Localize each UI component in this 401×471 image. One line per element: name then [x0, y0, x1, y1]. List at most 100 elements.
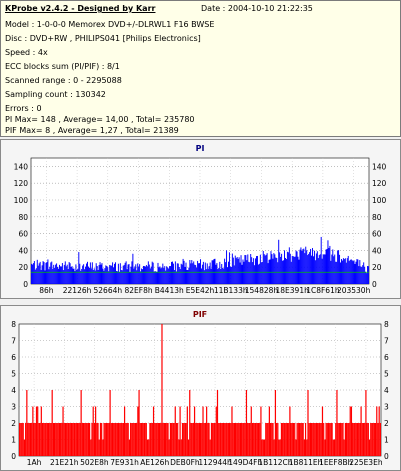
pi-bar	[47, 259, 49, 284]
pif-bar	[73, 423, 75, 456]
pi-bar	[243, 261, 245, 284]
pi-bar	[255, 258, 257, 284]
pif-bar	[320, 423, 322, 456]
pi-bar	[312, 256, 314, 284]
pif-bar	[102, 439, 104, 456]
pi-bar	[84, 269, 86, 284]
pi-bar	[266, 253, 268, 284]
pif-bar	[276, 423, 278, 456]
pif-bar	[66, 423, 68, 456]
pif-bar	[325, 423, 327, 456]
pi-bar	[298, 259, 300, 284]
pif-bar	[249, 423, 251, 456]
pif-bar	[356, 423, 359, 456]
pi-bar	[201, 264, 203, 284]
pi-bar	[82, 265, 84, 284]
pi-bar	[35, 268, 37, 284]
pi-bar	[322, 254, 324, 284]
pif-bar	[160, 423, 162, 456]
pif-bar	[236, 423, 238, 456]
pif-bar	[248, 423, 250, 456]
pi-bar	[358, 266, 360, 284]
pif-bar	[257, 423, 260, 456]
pif-bar	[273, 439, 275, 456]
pif-x-tick-label: 1Ah	[27, 458, 42, 467]
pif-bar	[191, 423, 193, 456]
pif-bar	[266, 423, 268, 456]
pif-bar	[365, 390, 367, 456]
pif-bar	[333, 439, 336, 456]
pi-bar	[126, 269, 128, 284]
pi-bar	[360, 266, 362, 284]
pif-bar	[284, 423, 286, 456]
info-pif-stats: PIF Max= 8 , Average= 1,27 , Total= 2138…	[5, 126, 179, 135]
pi-bar	[54, 267, 56, 284]
pi-bar	[308, 253, 310, 284]
pi-bar	[107, 267, 109, 284]
pif-bar	[96, 423, 98, 456]
pi-bar	[97, 269, 99, 284]
pif-bar	[352, 423, 354, 456]
pif-x-tick-label: 149D4Fh	[228, 458, 262, 467]
pi-y-tick-label-left: 0	[23, 280, 28, 289]
pif-y-tick-label-right: 5	[384, 370, 389, 379]
info-model: Model : 1-0-0-0 Memorex DVD+/-DLRWL1 F16…	[5, 20, 215, 29]
pi-bar	[265, 254, 267, 284]
pif-bar	[374, 423, 377, 456]
pi-bar	[194, 264, 196, 284]
pi-bar	[52, 268, 54, 284]
pi-bar	[139, 264, 141, 284]
pif-bar	[175, 423, 178, 456]
pif-bar	[56, 423, 58, 456]
pi-bar	[192, 263, 194, 284]
pi-bar	[159, 266, 161, 284]
pi-y-tick-label-right: 120	[372, 179, 387, 188]
pif-bar	[323, 423, 325, 456]
pif-bar	[41, 423, 44, 456]
pi-chart-title: PI	[196, 144, 205, 153]
pi-bar	[204, 262, 206, 284]
pif-bar	[298, 423, 301, 456]
pif-bar	[376, 406, 378, 456]
pi-bar	[253, 258, 255, 284]
pi-bar	[256, 256, 257, 284]
pif-bar	[87, 423, 89, 456]
pif-bar	[101, 423, 103, 456]
pif-bar	[158, 423, 161, 456]
pi-bar	[153, 271, 155, 284]
pif-bar	[183, 423, 185, 456]
pif-bar	[232, 423, 234, 456]
pi-bar	[103, 270, 105, 284]
pi-bar	[40, 269, 42, 284]
pif-bar	[19, 423, 21, 456]
pi-bar	[202, 261, 204, 284]
pi-bar	[261, 261, 263, 284]
pif-bar	[34, 423, 36, 456]
pi-bar	[131, 261, 133, 284]
pif-bar	[45, 423, 47, 456]
pi-bar	[181, 264, 183, 284]
pi-bar	[198, 263, 200, 284]
pi-bar	[206, 263, 208, 284]
pif-bar	[353, 423, 355, 456]
info-pi-stats: PI Max= 148 , Average= 14,00 , Total= 23…	[5, 115, 195, 124]
pif-x-tick-label: AE126h	[140, 458, 169, 467]
pi-bar	[355, 261, 357, 284]
pif-x-tick-label: 21E21h	[50, 458, 79, 467]
pif-bar	[33, 423, 35, 456]
pi-bar	[123, 264, 125, 284]
pif-bar	[204, 423, 207, 456]
pi-bar	[287, 252, 289, 284]
pi-bar	[132, 253, 134, 284]
pif-y-tick-label-left: 5	[11, 370, 16, 379]
pi-bar	[157, 262, 159, 284]
pi-bar	[39, 261, 41, 284]
pi-bar	[127, 264, 129, 284]
pif-bar	[342, 423, 344, 456]
pi-bar	[170, 266, 172, 284]
pi-bar	[311, 255, 313, 284]
pif-chart-title: PIF	[193, 310, 207, 319]
pi-bar	[137, 263, 139, 284]
pi-bar	[182, 258, 184, 284]
pi-bar	[208, 266, 210, 284]
